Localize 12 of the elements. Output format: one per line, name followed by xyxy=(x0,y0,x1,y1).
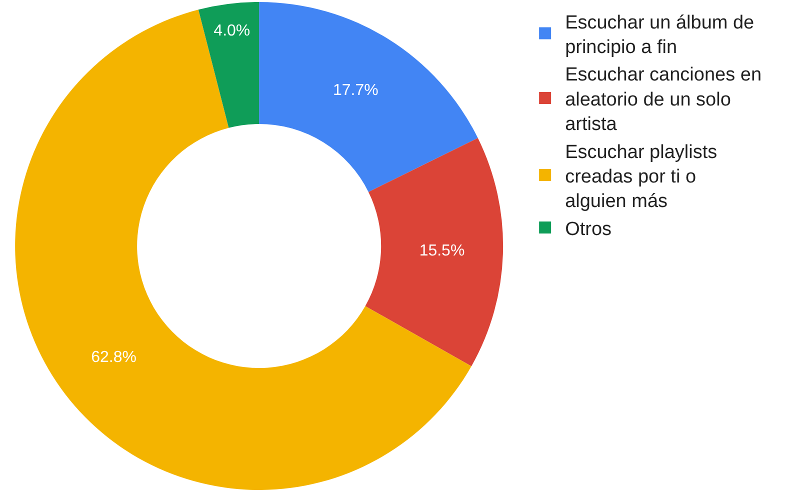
legend-label: Escuchar un álbum de principio a fin xyxy=(565,12,754,58)
legend-label: Otros xyxy=(565,218,612,240)
data-label: 62.8% xyxy=(91,348,136,366)
donut-slice xyxy=(365,138,503,366)
legend-label: Escuchar playlists creadas por ti o alguien más xyxy=(565,142,718,212)
data-label: 4.0% xyxy=(214,22,250,40)
data-label: 17.7% xyxy=(332,82,378,100)
donut-slice xyxy=(15,10,472,490)
legend-label: Escuchar canciones en aleatorio de un solo artista xyxy=(565,64,762,136)
donut-slice xyxy=(198,2,260,128)
data-label: 15.5% xyxy=(419,242,465,260)
donut-slice xyxy=(259,2,478,192)
